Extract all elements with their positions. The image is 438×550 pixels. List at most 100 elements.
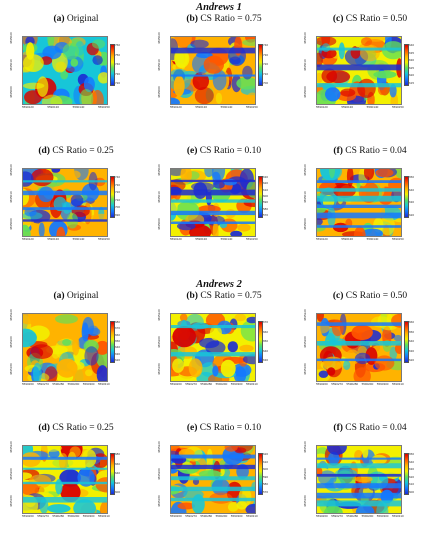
y-tick-label: 4895220 [157, 309, 161, 321]
colorbar [110, 176, 115, 218]
x-tick-label: 5590130 [47, 237, 60, 241]
colorbar-tick-label: 650 [115, 339, 121, 343]
x-tick-label: 5590140 [72, 237, 85, 241]
panel-title: (b) CS Ratio = 0.75 [154, 291, 294, 301]
x-tick-label: 5590140 [366, 105, 379, 109]
panel-letter: (d) [38, 146, 50, 156]
colorbar-tick-label: 570 [263, 490, 269, 494]
y-tick-label: 4895020 [9, 164, 13, 176]
panel-title: (f) CS Ratio = 0.04 [300, 146, 438, 156]
heatmap [316, 36, 402, 105]
colorbar [110, 453, 115, 495]
panel-label: CS Ratio = 0.50 [345, 14, 408, 24]
colorbar-tick-label: 630 [409, 467, 415, 472]
x-tick-label: 5590290 [361, 514, 374, 518]
y-tick-label: 4895180 [157, 495, 161, 507]
colorbar-tick-label: 710 [115, 197, 121, 202]
x-tick-label: 5590290 [215, 514, 228, 518]
y-tick-label: 4895200 [157, 468, 161, 480]
y-tick-label: 4895010 [157, 59, 161, 71]
colorbar [110, 44, 115, 86]
x-tick-label: 5590290 [361, 382, 374, 386]
heatmap [170, 313, 256, 382]
x-tick-label: 5590290 [215, 382, 228, 386]
x-tick-label: 5590310 [392, 514, 404, 518]
panel-label: CS Ratio = 0.25 [52, 146, 114, 156]
colorbar-tick-label: 720 [115, 81, 121, 85]
x-tick-label: 5590280 [346, 382, 359, 386]
x-tick-label: 5590140 [220, 237, 233, 241]
x-tick-label: 5590260 [316, 514, 328, 518]
x-tick-label: 5590310 [98, 382, 110, 386]
colorbar-tick-label: 640 [409, 459, 415, 464]
x-tick-label: 5590300 [230, 382, 243, 386]
colorbar-tick-label: 630 [409, 348, 415, 353]
panel-letter: (f) [333, 423, 343, 433]
heatmap-image [171, 37, 255, 104]
x-tick-label: 5590300 [376, 382, 389, 386]
y-tick-label: 4895180 [9, 363, 13, 375]
colorbar [404, 176, 409, 218]
y-tick-label: 4895200 [303, 336, 307, 348]
heatmap [316, 313, 402, 382]
y-tick-label: 4895200 [157, 336, 161, 348]
panel-label: CS Ratio = 0.10 [199, 423, 262, 433]
colorbar-tick-label: 600 [263, 194, 269, 198]
panel-title: (a) Original [6, 291, 146, 301]
x-tick-label: 5590300 [82, 382, 95, 386]
colorbar-tick-label: 650 [409, 452, 415, 456]
x-tick-label: 5590260 [22, 382, 34, 386]
y-tick-label: 4895220 [9, 441, 13, 453]
heatmap [316, 445, 402, 514]
colorbar [258, 44, 263, 86]
colorbar-tick-label: 720 [115, 190, 121, 195]
y-tick-label: 4895020 [9, 32, 13, 44]
x-tick-label: 5590300 [230, 514, 243, 518]
heatmap-image [23, 446, 107, 513]
x-tick-label: 5590290 [67, 382, 80, 386]
x-tick-label: 5590300 [82, 514, 95, 518]
y-tick-label: 4895220 [157, 441, 161, 453]
y-tick-label: 4895010 [9, 191, 13, 203]
colorbar-tick-label: 620 [263, 452, 269, 456]
colorbar [110, 321, 115, 363]
y-tick-label: 4895220 [9, 309, 13, 321]
colorbar-tick-label: 720 [263, 62, 269, 66]
panel-title: (d) CS Ratio = 0.25 [6, 423, 146, 433]
y-tick-label: 4895200 [9, 468, 13, 480]
colorbar-tick-label: 630 [263, 175, 269, 179]
colorbar-tick-label: 620 [409, 358, 415, 362]
panel-title: (e) CS Ratio = 0.10 [154, 146, 294, 156]
panel-label: CS Ratio = 0.10 [199, 146, 262, 156]
x-tick-label: 5590310 [392, 382, 404, 386]
colorbar-tick-label: 625 [409, 65, 415, 70]
y-tick-label: 4895180 [303, 363, 307, 375]
y-tick-label: 4895010 [157, 191, 161, 203]
panel-title: (c) CS Ratio = 0.50 [300, 291, 438, 301]
panel-letter: (e) [186, 423, 198, 433]
panel-letter: (a) [53, 14, 65, 24]
x-tick-label: 5590270 [37, 382, 49, 386]
x-tick-label: 5590150 [246, 105, 258, 109]
colorbar-tick-label: 620 [409, 474, 415, 479]
colorbar-tick-label: 730 [263, 52, 269, 57]
heatmap [170, 168, 256, 237]
x-tick-label: 5590140 [366, 237, 379, 241]
x-tick-label: 5590280 [52, 382, 65, 386]
y-tick-label: 4895180 [157, 363, 161, 375]
x-tick-label: 5590260 [316, 382, 328, 386]
colorbar-tick-label: 660 [263, 329, 269, 334]
colorbar-tick-label: 640 [263, 348, 269, 353]
colorbar-tick-label: 620 [115, 480, 121, 485]
colorbar-tick-label: 640 [115, 471, 121, 475]
x-tick-label: 5590120 [22, 237, 34, 241]
section-title: Andrews 1 [196, 2, 242, 13]
colorbar-tick-label: 610 [263, 187, 269, 192]
y-tick-label: 4895020 [303, 32, 307, 44]
panel-label: CS Ratio = 0.75 [200, 14, 262, 24]
panel-label: CS Ratio = 0.04 [345, 146, 407, 156]
x-tick-label: 5590310 [98, 514, 110, 518]
panel-letter: (c) [332, 291, 344, 301]
colorbar-tick-label: 640 [409, 339, 415, 343]
panel-letter: (d) [38, 423, 50, 433]
